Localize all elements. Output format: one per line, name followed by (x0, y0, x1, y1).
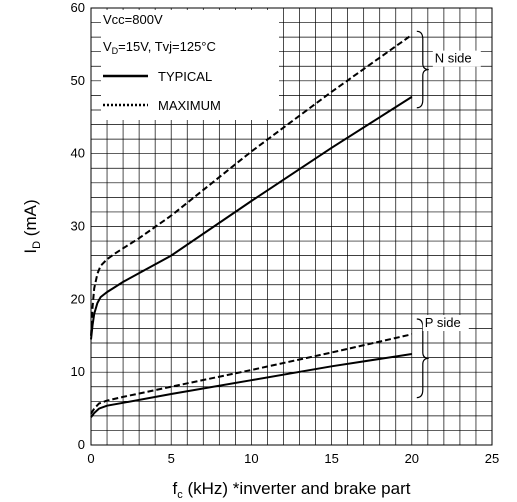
x-tick-label: 25 (485, 451, 499, 466)
legend: Vcc=800V VD=15V, Tvj=125°C TYPICAL MAXIM… (101, 10, 279, 120)
x-tick-label: 0 (87, 451, 94, 466)
brace-n-side (416, 30, 429, 109)
y-tick-label: 0 (78, 437, 85, 452)
y-tick-label: 20 (71, 291, 85, 306)
label-p-side: P side (425, 315, 461, 330)
legend-background (101, 10, 279, 120)
y-tick-label: 40 (71, 146, 85, 161)
y-tick-label: 10 (71, 364, 85, 379)
x-axis-title-main: f (173, 479, 178, 498)
condition-vd-main: V (103, 39, 112, 54)
condition-vd-sub: D (112, 46, 119, 56)
series-line-n-side-solid (90, 96, 413, 340)
y-axis-title-sub: D (31, 241, 43, 249)
x-tick-label: 5 (168, 451, 175, 466)
tick-labels: 0 5 10 15 20 25 0 10 20 30 40 50 60 (71, 0, 500, 466)
condition-vd-tvj: VD=15V, Tvj=125°C (103, 39, 216, 56)
y-tick-label: 60 (71, 0, 85, 15)
y-tick-label: 50 (71, 73, 85, 88)
series-lines (90, 34, 413, 418)
condition-vcc: Vcc=800V (103, 12, 163, 27)
plot-frame (90, 7, 493, 446)
condition-vd-rest: =15V, Tvj=125°C (118, 39, 216, 54)
x-axis-title: fc (kHz) *inverter and brake part (173, 479, 411, 501)
series-line-p-side-solid (90, 353, 412, 418)
y-axis-title-main: I (21, 249, 40, 254)
series-line-n-side-dashed (90, 34, 413, 336)
label-n-side: N side (435, 51, 472, 66)
y-axis-title-rest: (mA) (21, 199, 40, 241)
x-axis-title-sub: c (177, 489, 183, 501)
x-tick-label: 15 (324, 451, 338, 466)
y-tick-label: 30 (71, 219, 85, 234)
brace-p-side (416, 318, 429, 399)
legend-label-typical: TYPICAL (158, 69, 212, 84)
legend-label-maximum: MAXIMUM (158, 98, 221, 113)
x-tick-label: 20 (405, 451, 419, 466)
series-line-p-side-dashed (90, 333, 413, 415)
label-p-side-background (422, 315, 469, 332)
x-axis-title-rest: (kHz) *inverter and brake part (183, 479, 411, 498)
x-tick-label: 10 (244, 451, 258, 466)
group-brackets: N side P side (416, 30, 481, 399)
y-axis-title: ID (mA) (21, 199, 43, 253)
label-n-side-background (432, 50, 481, 67)
